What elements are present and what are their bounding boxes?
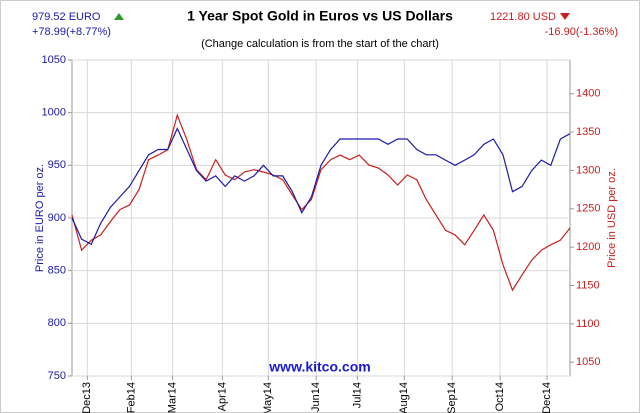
chart-title: 1 Year Spot Gold in Euros vs US Dollars	[187, 8, 453, 24]
down-arrow	[560, 13, 570, 20]
y-axis-label: Price in EURO per oz.	[34, 164, 46, 272]
left-price: 979.52 EURO	[32, 11, 101, 23]
y-tick-label: 900	[48, 212, 66, 224]
x-tick-label: Mar14	[166, 382, 178, 413]
y2-tick-label: 1350	[576, 126, 600, 138]
x-tick-label: May14	[262, 382, 274, 413]
x-tick-label: Jun14	[310, 382, 322, 412]
up-arrow	[114, 13, 124, 20]
y2-tick-label: 1400	[576, 88, 600, 100]
x-tick-label: Dec14	[541, 382, 553, 413]
x-tick-label: Apr14	[216, 382, 228, 411]
x-tick-label: Dec13	[81, 382, 93, 413]
watermark: www.kitco.com	[268, 359, 370, 375]
y2-tick-label: 1100	[576, 318, 600, 330]
y2-tick-label: 1150	[576, 279, 600, 291]
y2-tick-label: 1200	[576, 241, 600, 253]
y-tick-label: 850	[48, 265, 66, 277]
y2-tick-label: 1300	[576, 164, 600, 176]
series-line	[71, 113, 571, 292]
y-tick-label: 950	[48, 159, 66, 171]
y2-tick-label: 1250	[576, 203, 600, 215]
series-line	[71, 127, 571, 246]
y-tick-label: 1000	[42, 107, 66, 119]
x-tick-label: Feb14	[125, 382, 137, 413]
chart-subtitle: (Change calculation is from the start of…	[201, 38, 439, 50]
y2-tick-label: 1050	[576, 356, 600, 368]
y-tick-label: 1050	[42, 54, 66, 66]
right-change: -16.90(-1.36%)	[545, 26, 618, 38]
x-tick-label: Oct14	[494, 382, 506, 411]
y-tick-label: 750	[48, 370, 66, 382]
y-tick-label: 800	[48, 317, 66, 329]
x-tick-label: Jul14	[351, 382, 363, 408]
x-tick-label: Sep14	[446, 382, 458, 413]
y2-axis-label: Price in USD per oz.	[606, 168, 618, 268]
x-tick-label: Aug14	[398, 382, 410, 413]
right-price: 1221.80 USD	[490, 11, 556, 23]
left-change: +78.99(+8.77%)	[32, 26, 111, 38]
